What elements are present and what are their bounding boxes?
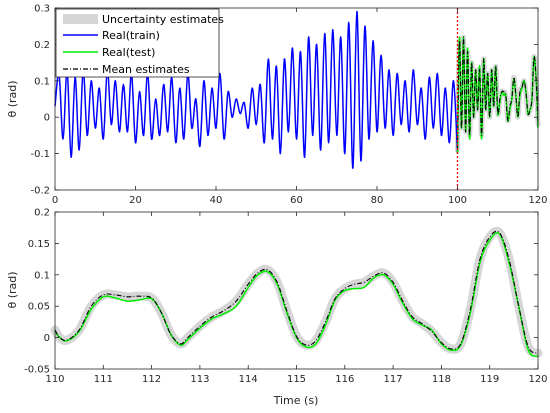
bottom-x-axis-label: Time (s)	[273, 394, 319, 407]
y-tick-label: 0	[44, 113, 50, 124]
y-tick-label: 0.15	[28, 239, 50, 250]
legend-label-train: Real(train)	[102, 29, 160, 42]
series-line-real-test	[54, 232, 539, 358]
top-series-group	[54, 10, 539, 169]
top-axes: 0 20 40 60 80 100 120 -0.2 -0.1 0 0.1 0.2 0.3 θ (ra…	[6, 4, 548, 207]
bottom-x-ticks: 110 111 112 113 114 115 116 117 118 119 120	[45, 212, 548, 385]
legend-label-mean: Mean estimates	[102, 63, 190, 76]
x-tick-label: 119	[480, 374, 499, 385]
x-tick-label: 116	[335, 374, 354, 385]
y-tick-label: 0.2	[34, 208, 50, 219]
y-tick-label: 0.3	[34, 4, 50, 15]
x-tick-label: 115	[287, 374, 306, 385]
x-tick-label: 120	[528, 374, 547, 385]
y-tick-label: 0.1	[34, 76, 50, 87]
y-tick-label: -0.1	[30, 149, 50, 160]
x-tick-label: 100	[448, 195, 467, 206]
y-tick-label: -0.05	[24, 365, 50, 376]
x-tick-label: 114	[239, 374, 258, 385]
bottom-y-ticks: -0.05 0 0.05 0.1 0.15 0.2	[24, 208, 538, 376]
y-tick-label: 0	[44, 333, 50, 344]
x-tick-label: 113	[190, 374, 209, 385]
top-x-ticks: 0 20 40 60 80 100 120	[52, 8, 548, 206]
legend-label-uncertainty: Uncertainty estimates	[102, 13, 224, 26]
x-tick-label: 111	[94, 374, 113, 385]
x-tick-label: 112	[142, 374, 161, 385]
x-tick-label: 117	[384, 374, 403, 385]
series-line-real-test	[456, 36, 539, 154]
x-tick-label: 0	[52, 195, 58, 206]
legend-swatch-uncertainty	[63, 14, 98, 24]
top-y-ticks: -0.2 -0.1 0 0.1 0.2 0.3	[30, 4, 538, 197]
x-tick-label: 120	[528, 195, 547, 206]
series-line-mean-estimates	[456, 36, 539, 151]
y-tick-label: -0.2	[30, 186, 50, 197]
legend: Uncertainty estimates Real(train) Real(t…	[55, 8, 224, 78]
legend-label-test: Real(test)	[102, 46, 155, 59]
bottom-axes: 110 111 112 113 114 115 116 117 118 119 120 -0.05 0…	[6, 208, 548, 408]
series-line-real-train	[54, 10, 459, 169]
top-y-axis-label: θ (rad)	[6, 80, 19, 117]
series-line-mean-estimates	[54, 230, 539, 354]
y-tick-label: 0.1	[34, 270, 50, 281]
legend-box	[55, 8, 220, 78]
y-tick-label: 0.05	[28, 302, 50, 313]
x-tick-label: 110	[45, 374, 64, 385]
bottom-y-axis-label: θ (rad)	[6, 271, 19, 308]
bottom-series-group	[54, 230, 539, 358]
x-tick-label: 20	[129, 195, 142, 206]
x-tick-label: 40	[210, 195, 223, 206]
x-tick-label: 80	[371, 195, 384, 206]
x-tick-label: 60	[290, 195, 303, 206]
x-tick-label: 118	[432, 374, 451, 385]
y-tick-label: 0.2	[34, 40, 50, 51]
bottom-plot-area	[55, 212, 538, 369]
